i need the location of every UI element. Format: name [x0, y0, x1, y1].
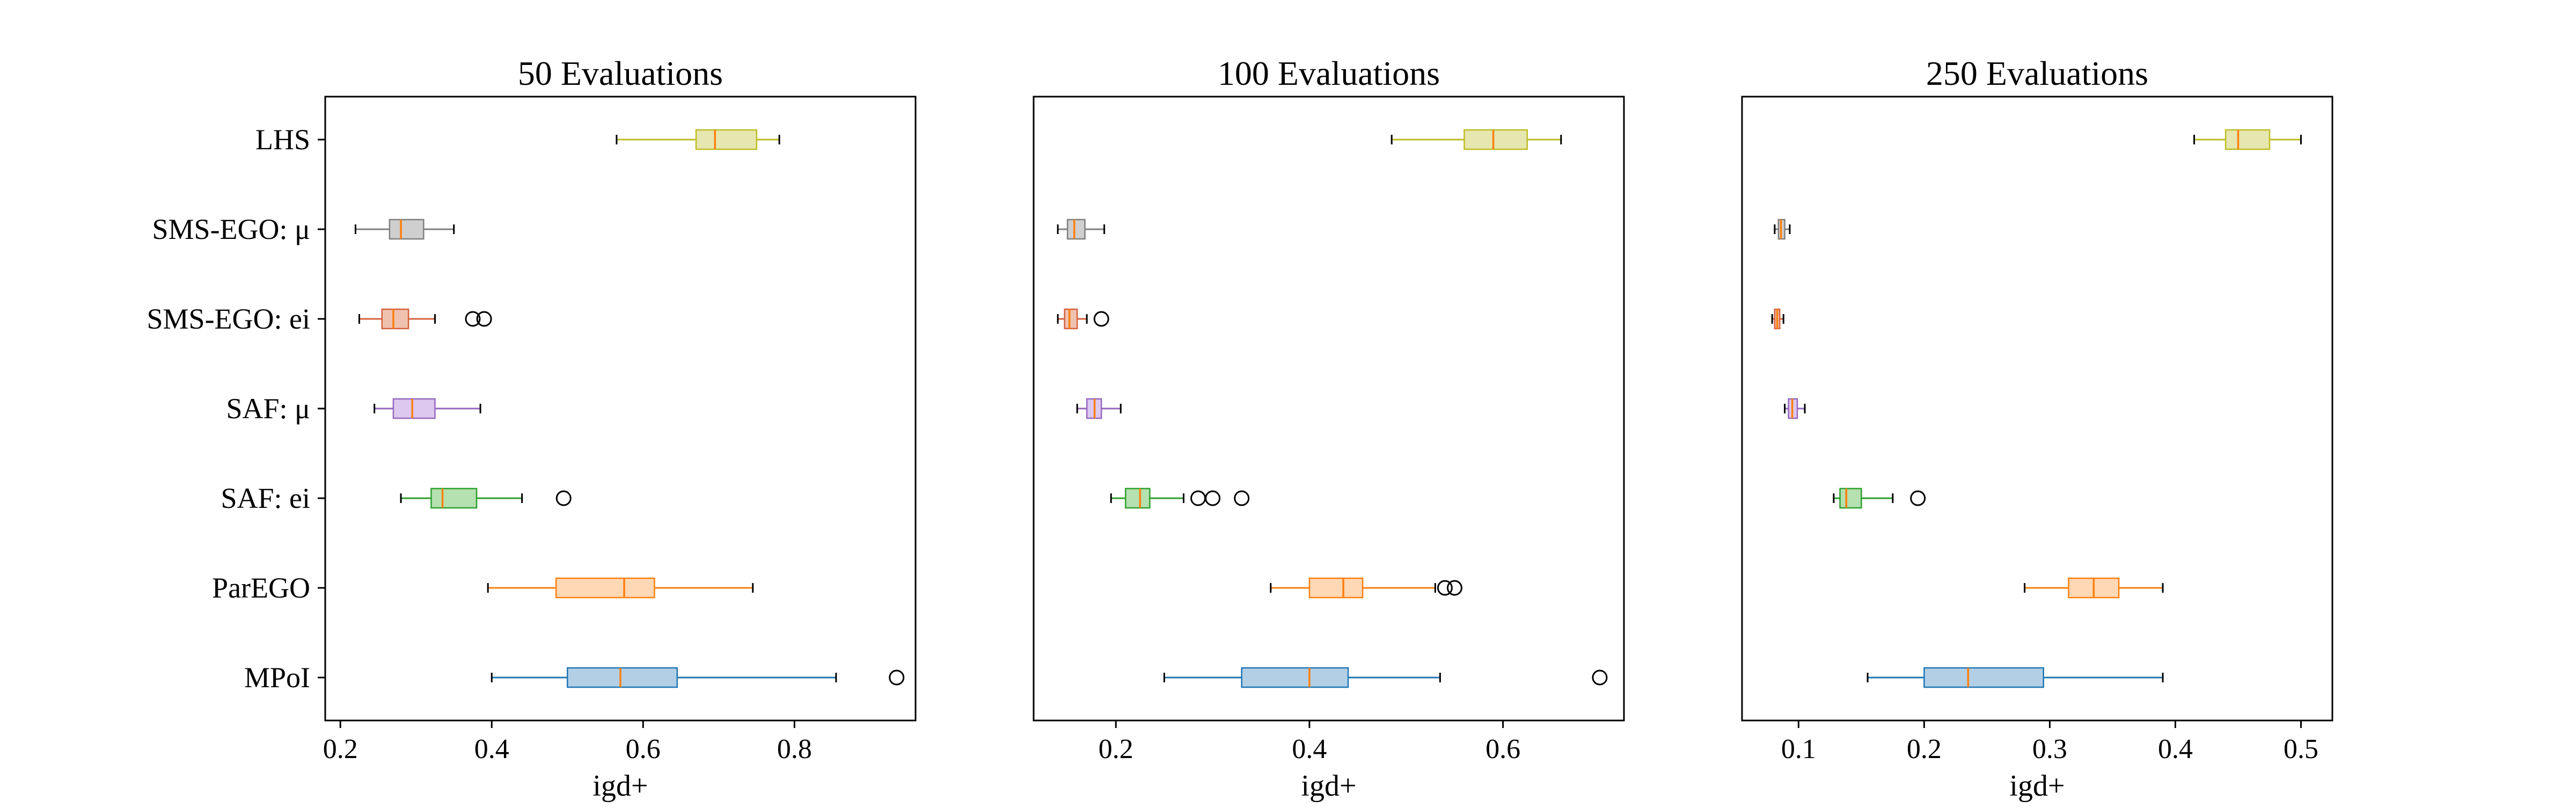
x-tick-label: 0.8 [777, 734, 812, 765]
box-1 [1270, 577, 1462, 599]
category-label: SAF: μ [226, 392, 310, 425]
outlier-point [1446, 580, 1462, 596]
category-label: ParEGO [212, 572, 310, 604]
x-tick-label: 0.2 [1907, 734, 1942, 765]
x-axis-label: igd+ [592, 769, 648, 803]
box-body [555, 577, 655, 599]
outlier-point [1910, 490, 1926, 506]
category-label: SMS-EGO: ei [147, 303, 310, 335]
outlier-point [476, 311, 492, 327]
box-4 [1057, 308, 1109, 330]
box-body [1125, 487, 1151, 509]
box-2 [1110, 487, 1250, 509]
panel-2: 100 Evaluations 0.2 0.4 0.6 igd+ [1033, 54, 1625, 803]
box-body [430, 487, 478, 509]
box-body [567, 667, 678, 688]
box-body [1463, 129, 1528, 150]
x-tick-label: 0.1 [1781, 734, 1816, 765]
box-body [1066, 219, 1086, 240]
x-tick-label: 0.2 [323, 734, 358, 765]
x-tick-label: 0.3 [2032, 734, 2067, 765]
x-axis-label: igd+ [1301, 769, 1356, 803]
box-body [1241, 667, 1349, 688]
outlier-point [1093, 311, 1109, 327]
axes-frame [1741, 96, 2333, 722]
category-label: MPoI [244, 661, 310, 694]
box-4 [358, 308, 492, 330]
box-6 [616, 129, 780, 150]
outlier-point [889, 669, 905, 686]
panel-title: 250 Evaluations [1926, 54, 2148, 92]
x-tick-label: 0.5 [2284, 734, 2318, 765]
panel-title: 100 Evaluations [1218, 54, 1440, 92]
box-body [381, 308, 409, 330]
box-0 [1867, 667, 2164, 688]
box-3 [1784, 398, 1806, 419]
box-body [695, 129, 758, 150]
outlier-point [1205, 490, 1221, 506]
x-tick-label: 0.2 [1099, 734, 1133, 765]
x-axis-label: igd+ [2009, 769, 2065, 803]
x-tick-label: 0.6 [1485, 734, 1520, 765]
box-body [392, 398, 436, 419]
box-body [1923, 667, 2044, 688]
box-3 [374, 398, 481, 419]
outlier-point [555, 490, 572, 506]
category-label: SAF: ei [221, 482, 310, 514]
x-tick-label: 0.4 [2158, 734, 2193, 765]
box-body [1308, 577, 1364, 599]
category-label: SMS-EGO: μ [152, 213, 311, 245]
box-4 [1771, 308, 1784, 330]
x-tick-label: 0.6 [626, 734, 661, 765]
panel-1: 50 Evaluations 0.2 0.4 0.6 0.8 igd+ MPoI ParEGO… [147, 54, 917, 803]
box-5 [1057, 219, 1106, 240]
box-2 [1833, 487, 1926, 509]
outlier-point [1437, 580, 1453, 596]
category-label: LHS [255, 123, 310, 156]
box-2 [400, 487, 572, 509]
axes-frame [1033, 96, 1625, 722]
box-body [1839, 487, 1862, 509]
outlier-point [1190, 490, 1206, 506]
box-0 [1163, 667, 1608, 688]
box-1 [487, 577, 754, 599]
box-body [2224, 129, 2271, 150]
panel-title: 50 Evaluations [518, 54, 723, 92]
outlier-point [465, 311, 481, 327]
outlier-point [1592, 669, 1608, 686]
box-1 [2024, 577, 2164, 599]
box-3 [1076, 398, 1122, 419]
box-body [389, 219, 425, 240]
box-0 [491, 667, 905, 688]
x-tick-label: 0.4 [474, 734, 509, 765]
box-6 [2193, 129, 2302, 150]
box-6 [1391, 129, 1562, 150]
outlier-point [1234, 490, 1250, 506]
box-5 [354, 219, 455, 240]
x-tick-label: 0.4 [1292, 734, 1327, 765]
box-5 [1774, 219, 1791, 240]
panel-3: 250 Evaluations 0.1 0.2 0.3 0.4 0.5 igd+ [1741, 54, 2333, 803]
box-body [1064, 308, 1078, 330]
